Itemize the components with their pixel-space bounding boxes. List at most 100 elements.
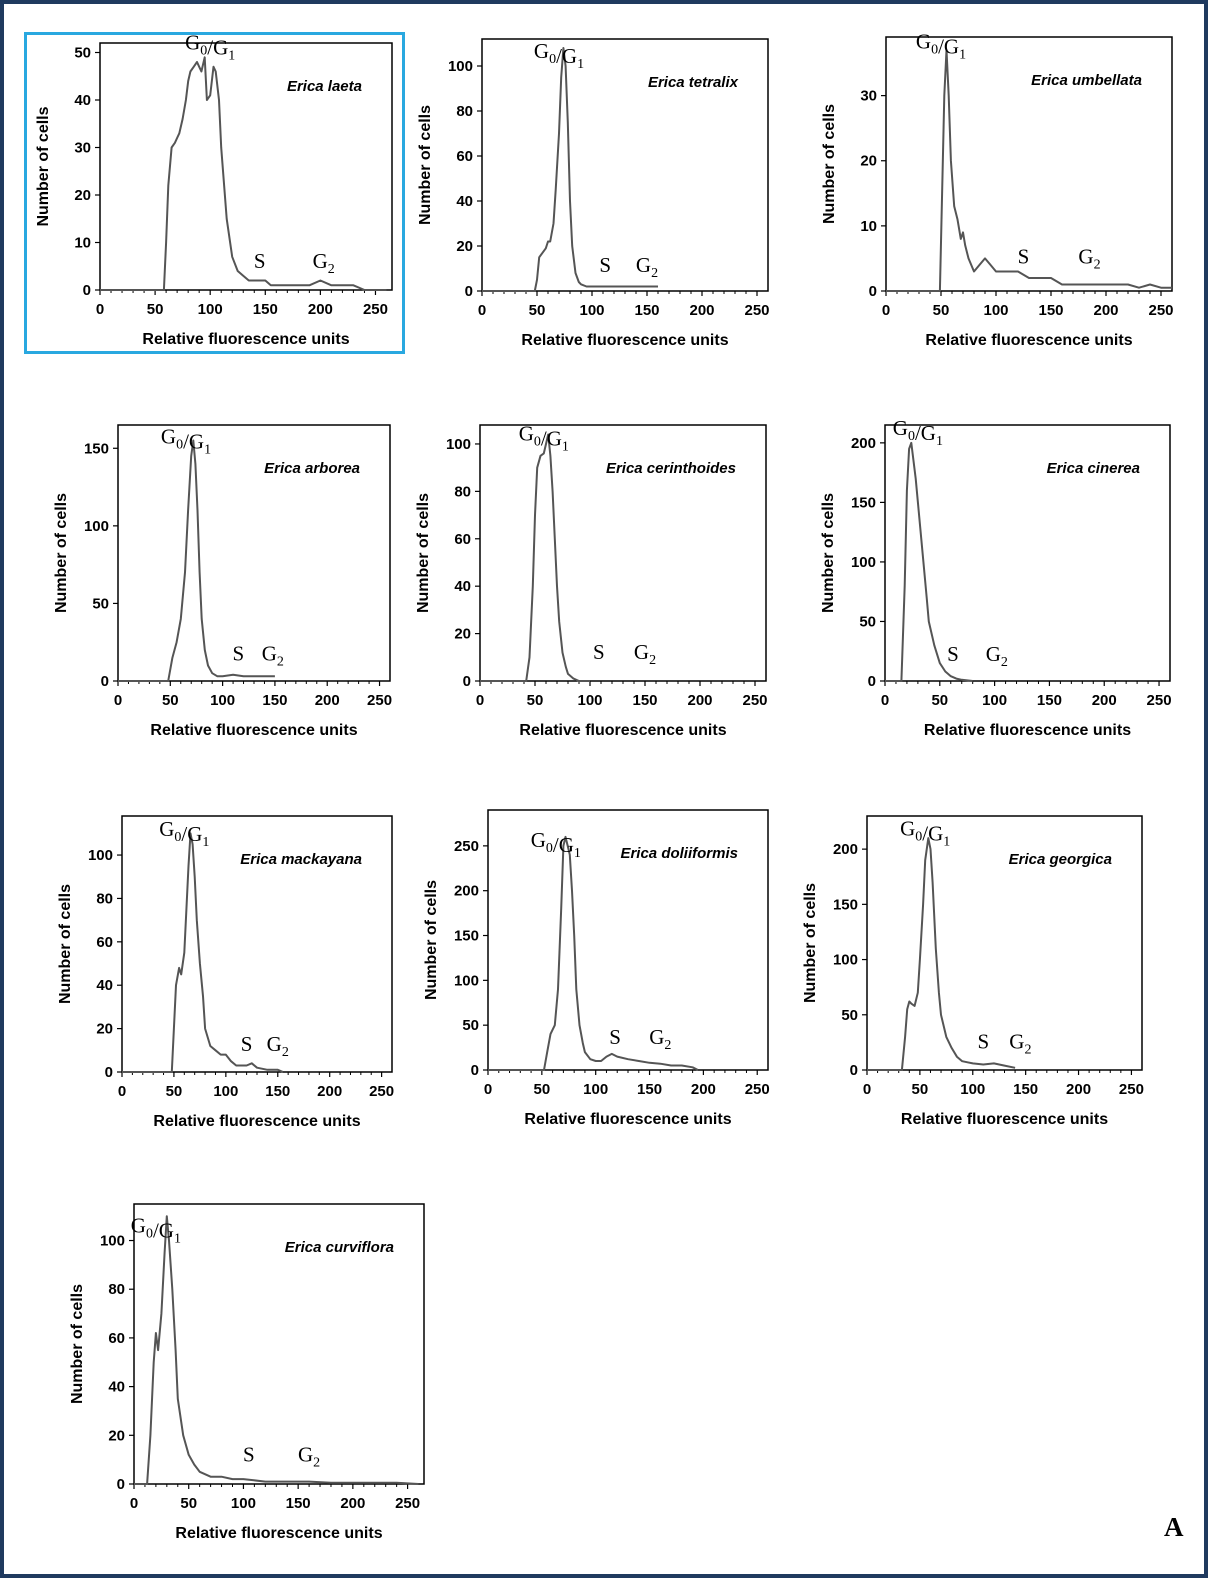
x-tick-label: 50 [527,692,544,709]
y-tick-label: 50 [462,1017,479,1034]
x-tick-label: 100 [583,1081,608,1098]
x-tick-label: 100 [960,1081,985,1098]
x-tick-label: 100 [982,692,1007,709]
x-axis-label: Relative fluorescence units [153,1113,360,1130]
y-tick-label: 10 [74,235,91,252]
y-tick-label: 100 [100,1233,125,1250]
x-axis-label: Relative fluorescence units [524,1111,731,1128]
peak-label: G2 [986,642,1008,670]
y-tick-label: 100 [88,847,113,864]
histogram-panel: 0 20 40 60 80 100 0 50 100 150 200 250 Relative fluo… [415,422,768,739]
x-tick-label: 150 [262,692,287,709]
y-tick-label: 20 [74,187,91,204]
y-tick-label: 200 [454,883,479,900]
y-tick-label: 150 [833,896,858,913]
peak-label: G0/G1 [131,1214,181,1247]
species-title: Erica tetralix [648,74,739,91]
x-tick-label: 150 [634,302,659,319]
histogram-line [886,49,1172,292]
y-axis-label: Number of cells [415,493,432,613]
peak-label: G2 [298,1442,320,1470]
peak-label: G2 [634,640,656,668]
y-tick-label: 20 [860,153,877,170]
x-tick-label: 200 [315,692,340,709]
y-tick-label: 0 [83,282,91,299]
x-tick-label: 250 [395,1495,420,1512]
x-tick-label: 50 [147,301,164,318]
species-title: Erica arborea [264,460,360,477]
x-tick-label: 150 [286,1495,311,1512]
x-axis-label: Relative fluorescence units [519,722,726,739]
x-tick-label: 0 [96,301,104,318]
y-tick-label: 60 [96,934,113,951]
peak-label: S [1018,244,1030,268]
species-title: Erica cerinthoides [606,460,736,477]
y-tick-label: 150 [454,928,479,945]
y-tick-label: 0 [105,1064,113,1081]
x-tick-label: 100 [210,692,235,709]
histogram-panel: 0 10 20 30 40 50 0 50 100 150 200 250 Relative fluor… [35,30,393,348]
y-tick-label: 80 [108,1281,125,1298]
peak-label: G2 [313,249,335,277]
peak-label: S [241,1032,253,1056]
peak-label: G2 [262,642,284,670]
y-tick-label: 0 [101,673,109,690]
plot-frame [99,42,393,291]
y-tick-label: 30 [74,140,91,157]
histogram-line [867,837,1016,1071]
histogram-line [118,439,275,682]
x-tick-label: 0 [882,302,890,319]
x-tick-label: 250 [745,1081,770,1098]
peak-label: G2 [636,253,658,281]
x-tick-label: 250 [367,692,392,709]
x-tick-label: 250 [369,1083,394,1100]
histogram-line [480,433,590,682]
peak-label: S [978,1030,990,1054]
peak-label: G2 [649,1025,671,1053]
y-tick-label: 250 [454,838,479,855]
x-tick-label: 100 [983,302,1008,319]
x-tick-label: 250 [742,692,767,709]
y-tick-label: 50 [92,595,109,612]
histogram-panel: 0 50 100 150 200 250 0 50 100 150 200 250 Relative f… [423,809,770,1128]
x-tick-label: 200 [691,1081,716,1098]
x-tick-label: 0 [114,692,122,709]
histogram-line [488,835,699,1071]
peak-label: S [599,253,611,277]
y-tick-label: 20 [108,1427,125,1444]
highlight-box [24,32,405,354]
x-tick-label: 0 [118,1083,126,1100]
y-axis-label: Number of cells [820,493,837,613]
histogram-panel: 0 20 40 60 80 100 0 50 100 150 200 250 Relative fluo… [57,815,394,1130]
x-tick-label: 250 [1119,1081,1144,1098]
peak-label: G0/G1 [185,30,235,63]
x-axis-label: Relative fluorescence units [925,332,1132,349]
x-tick-label: 250 [744,302,769,319]
y-tick-label: 100 [851,554,876,571]
peak-label: G0/G1 [159,817,209,850]
peak-label: G0/G1 [916,30,966,63]
y-tick-label: 60 [454,531,471,548]
y-tick-label: 60 [456,148,473,165]
y-tick-label: 200 [833,841,858,858]
x-tick-label: 100 [231,1495,256,1512]
y-tick-label: 80 [456,103,473,120]
y-tick-label: 100 [448,58,473,75]
x-tick-label: 150 [1013,1081,1038,1098]
species-title: Erica laeta [287,78,362,95]
species-title: Erica mackayana [240,851,362,868]
x-tick-label: 50 [162,692,179,709]
x-tick-label: 200 [687,692,712,709]
peak-label: G0/G1 [893,416,943,449]
y-axis-label: Number of cells [423,880,440,1000]
x-tick-label: 50 [931,692,948,709]
peak-label: S [232,642,244,666]
x-tick-label: 0 [484,1081,492,1098]
y-axis-label: Number of cells [57,884,74,1004]
x-tick-label: 0 [476,692,484,709]
histogram-line [122,832,284,1073]
y-tick-label: 10 [860,218,877,235]
histogram-line [134,1215,419,1485]
